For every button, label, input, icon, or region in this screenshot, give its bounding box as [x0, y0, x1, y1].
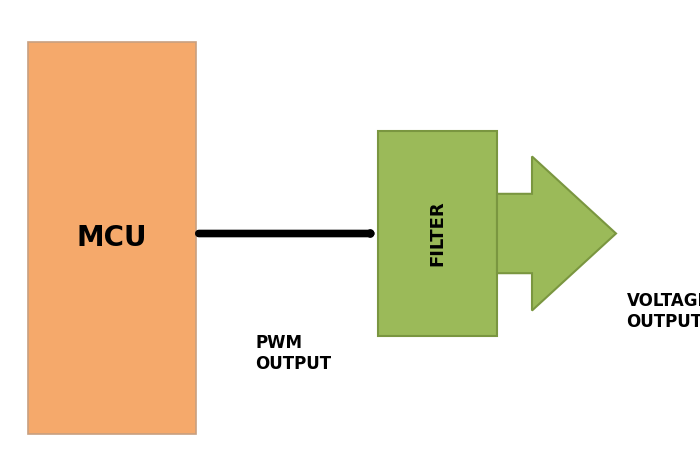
Text: PWM
OUTPUT: PWM OUTPUT — [256, 334, 332, 373]
Text: MCU: MCU — [77, 224, 147, 252]
Text: VOLTAGE
OUTPUT: VOLTAGE OUTPUT — [626, 292, 700, 331]
Bar — [378, 131, 497, 336]
Polygon shape — [497, 156, 616, 311]
Text: FILTER: FILTER — [428, 201, 447, 266]
Bar — [28, 42, 196, 434]
